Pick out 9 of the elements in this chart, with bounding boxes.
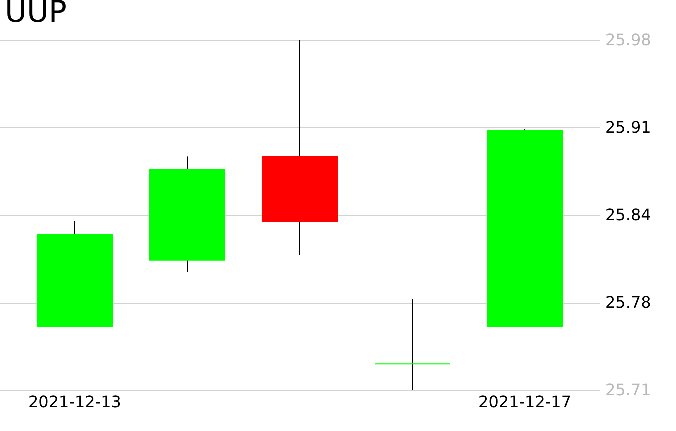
y-tick-label: 25.71 xyxy=(606,380,652,400)
chart-title: UUP xyxy=(5,0,68,30)
x-tick-label: 2021-12-13 xyxy=(28,392,122,412)
candlestick xyxy=(374,298,451,390)
y-tick-label: 25.84 xyxy=(606,206,652,224)
y-tick-label: 25.91 xyxy=(606,118,652,137)
y-tick-label: 25.78 xyxy=(606,293,652,312)
y-tick-label: 25.98 xyxy=(606,30,652,50)
x-tick-label: 2021-12-17 xyxy=(478,392,572,412)
